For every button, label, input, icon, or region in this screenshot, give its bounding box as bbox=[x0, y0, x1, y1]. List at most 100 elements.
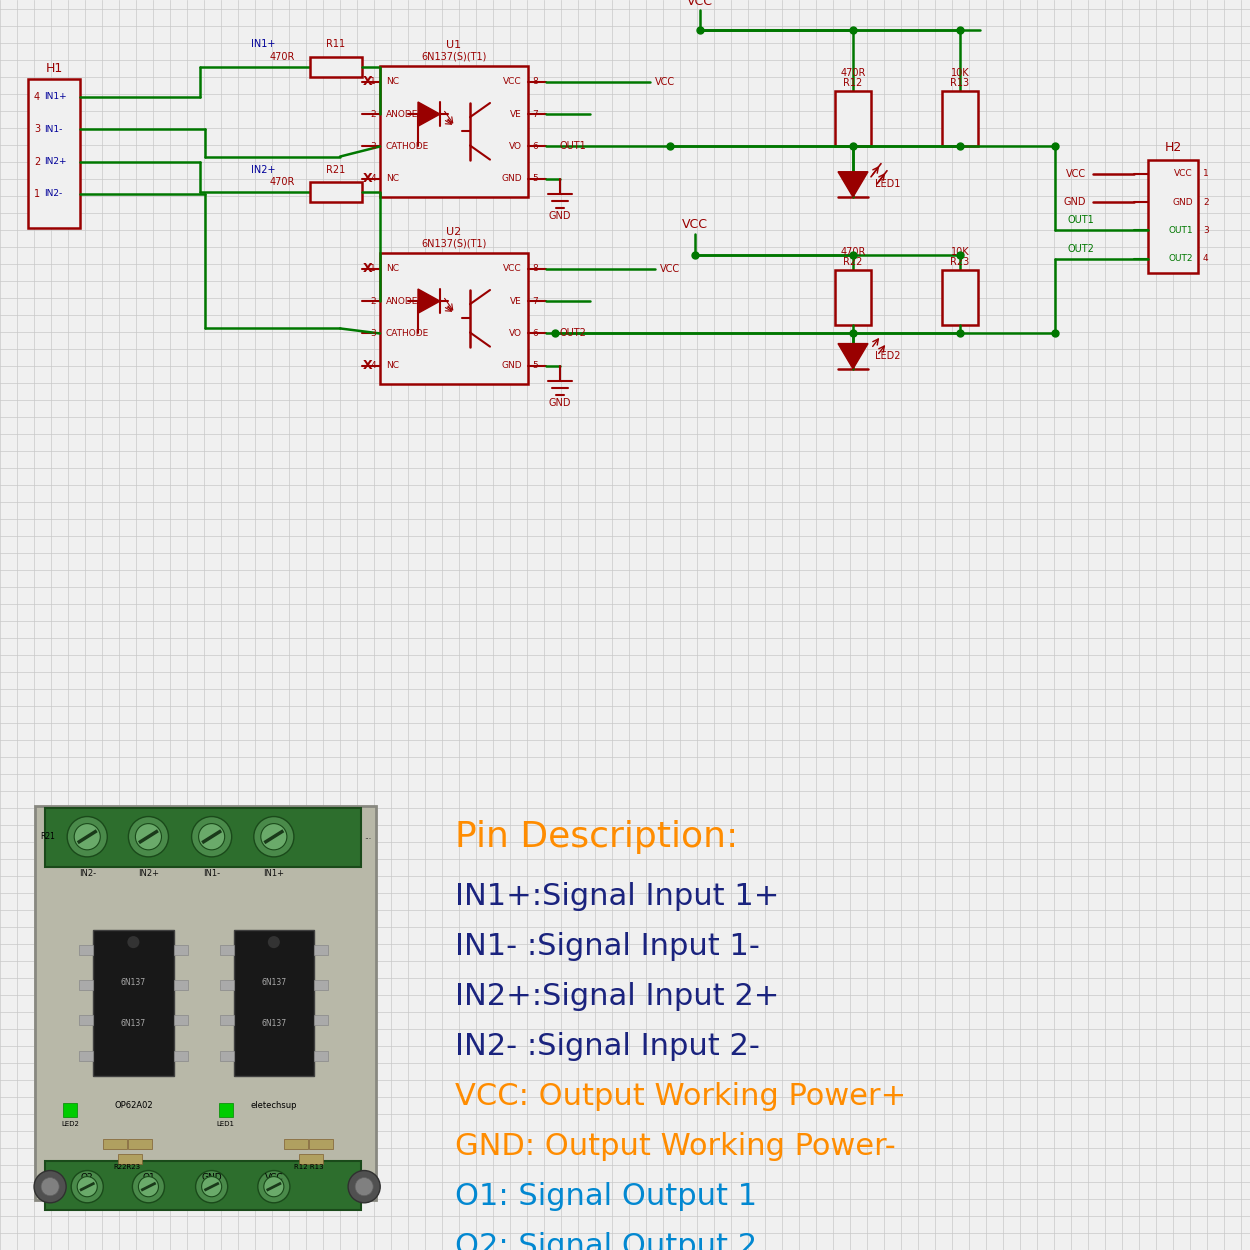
Text: IN2+: IN2+ bbox=[138, 869, 159, 877]
Text: R21: R21 bbox=[40, 832, 55, 841]
Text: 10K: 10K bbox=[951, 246, 969, 256]
Text: 3: 3 bbox=[1202, 226, 1209, 235]
Text: 6N137(S)(T1): 6N137(S)(T1) bbox=[421, 51, 486, 61]
Bar bbox=[35, 806, 376, 1200]
Text: 1: 1 bbox=[370, 78, 376, 86]
Text: 6N137: 6N137 bbox=[121, 979, 146, 988]
Bar bbox=[129, 1139, 152, 1149]
Text: CATHODE: CATHODE bbox=[386, 142, 429, 151]
Text: eletechsup: eletechsup bbox=[250, 1101, 298, 1110]
Bar bbox=[174, 980, 188, 990]
Bar bbox=[174, 945, 188, 955]
Bar bbox=[79, 980, 94, 990]
Text: 1: 1 bbox=[1202, 169, 1209, 179]
Bar bbox=[119, 1155, 142, 1165]
Text: R11: R11 bbox=[326, 39, 345, 49]
Text: NC: NC bbox=[386, 361, 399, 370]
Polygon shape bbox=[418, 289, 440, 314]
Bar bbox=[45, 809, 361, 867]
Circle shape bbox=[34, 1170, 66, 1202]
Text: GND: GND bbox=[549, 399, 571, 409]
Text: 8: 8 bbox=[532, 264, 538, 274]
Text: 6: 6 bbox=[532, 329, 538, 338]
Bar bbox=[314, 945, 328, 955]
Text: VCC: VCC bbox=[682, 217, 707, 231]
Text: VCC: VCC bbox=[504, 264, 522, 274]
Text: X: X bbox=[364, 359, 372, 372]
Text: 3: 3 bbox=[370, 142, 376, 151]
Text: GND: GND bbox=[501, 174, 522, 184]
Text: ...: ... bbox=[364, 832, 371, 841]
Bar bbox=[104, 1139, 127, 1149]
Circle shape bbox=[132, 1170, 165, 1202]
Text: GND: GND bbox=[549, 211, 571, 221]
Circle shape bbox=[71, 1170, 104, 1202]
Bar bbox=[219, 1102, 232, 1118]
Text: U2: U2 bbox=[446, 228, 461, 238]
Polygon shape bbox=[838, 344, 867, 369]
Bar bbox=[220, 945, 234, 955]
Text: OUT1: OUT1 bbox=[1068, 215, 1095, 225]
Text: OUT2: OUT2 bbox=[560, 329, 588, 339]
Bar bbox=[174, 1050, 188, 1060]
Circle shape bbox=[74, 824, 100, 850]
Bar bbox=[79, 945, 94, 955]
Circle shape bbox=[258, 1170, 290, 1202]
Bar bbox=[310, 56, 362, 76]
Text: 4: 4 bbox=[370, 174, 376, 184]
Circle shape bbox=[78, 1176, 98, 1196]
Text: 10K: 10K bbox=[951, 68, 969, 78]
Text: IN2+: IN2+ bbox=[250, 165, 275, 175]
Text: O2: Signal Output 2: O2: Signal Output 2 bbox=[455, 1232, 758, 1250]
Text: 1: 1 bbox=[34, 189, 40, 199]
Text: O2: O2 bbox=[81, 1172, 94, 1181]
Bar bbox=[310, 181, 362, 203]
Text: NC: NC bbox=[386, 264, 399, 274]
Text: OUT1: OUT1 bbox=[1169, 226, 1192, 235]
Polygon shape bbox=[838, 171, 867, 198]
Bar bbox=[942, 91, 978, 146]
Bar bbox=[79, 1015, 94, 1025]
Text: X: X bbox=[364, 262, 372, 275]
Bar bbox=[174, 1015, 188, 1025]
Text: R22: R22 bbox=[844, 256, 862, 266]
Text: VE: VE bbox=[510, 296, 522, 306]
Bar bbox=[284, 1139, 308, 1149]
Text: 2: 2 bbox=[370, 110, 376, 119]
Text: OUT2: OUT2 bbox=[1169, 254, 1192, 264]
Text: VO: VO bbox=[509, 329, 522, 338]
Text: GND: GND bbox=[1064, 198, 1086, 208]
Bar bbox=[234, 930, 314, 1076]
Text: IN1-: IN1- bbox=[44, 125, 63, 134]
Text: VCC: VCC bbox=[504, 78, 522, 86]
Text: IN2-: IN2- bbox=[79, 869, 96, 877]
Bar bbox=[314, 980, 328, 990]
Text: 2: 2 bbox=[34, 156, 40, 166]
Text: 2: 2 bbox=[370, 296, 376, 306]
Bar bbox=[94, 930, 174, 1076]
Text: 5: 5 bbox=[532, 361, 538, 370]
Bar bbox=[64, 1102, 78, 1118]
Circle shape bbox=[268, 936, 280, 949]
Text: LED2: LED2 bbox=[61, 1121, 79, 1128]
Bar bbox=[380, 253, 528, 384]
Text: R23: R23 bbox=[950, 256, 970, 266]
Text: U1: U1 bbox=[446, 40, 461, 50]
Text: NC: NC bbox=[386, 174, 399, 184]
Circle shape bbox=[348, 1170, 380, 1202]
Text: VCC: VCC bbox=[1175, 169, 1192, 179]
Text: 470R: 470R bbox=[270, 176, 295, 186]
Text: R21: R21 bbox=[326, 165, 345, 175]
Text: O1: O1 bbox=[142, 1172, 155, 1181]
Text: 5: 5 bbox=[532, 174, 538, 184]
Text: 7: 7 bbox=[532, 296, 538, 306]
Text: 7: 7 bbox=[532, 110, 538, 119]
Circle shape bbox=[191, 816, 231, 858]
Text: OUT1: OUT1 bbox=[560, 141, 586, 151]
Bar bbox=[220, 1050, 234, 1060]
Text: H1: H1 bbox=[45, 62, 63, 75]
Text: IN1-: IN1- bbox=[202, 869, 220, 877]
Bar bbox=[835, 270, 871, 325]
Text: LED1: LED1 bbox=[875, 179, 900, 189]
Text: VCC: VCC bbox=[655, 76, 675, 86]
